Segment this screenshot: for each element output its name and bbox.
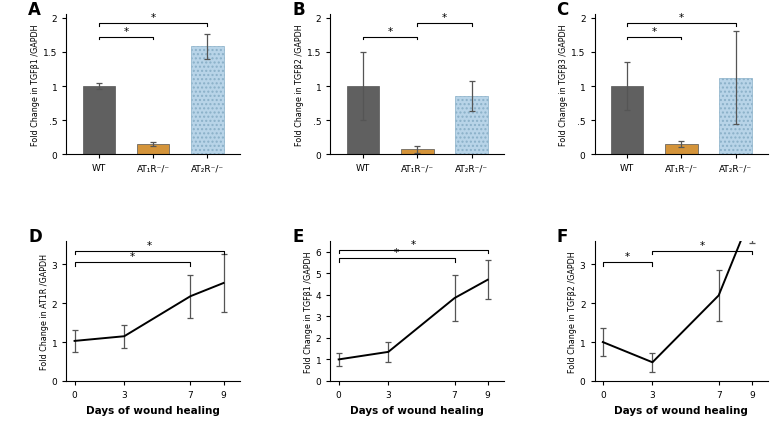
Text: E: E xyxy=(292,227,303,245)
Bar xyxy=(665,145,697,155)
Bar xyxy=(611,87,644,155)
Text: *: * xyxy=(410,239,416,249)
Text: *: * xyxy=(388,27,392,37)
Bar xyxy=(719,79,752,155)
Y-axis label: Fold Change in TGFβ1 /GAPDH: Fold Change in TGFβ1 /GAPDH xyxy=(304,251,313,372)
Bar xyxy=(83,87,115,155)
Text: *: * xyxy=(123,27,129,37)
X-axis label: Days of wound healing: Days of wound healing xyxy=(87,405,220,414)
Text: *: * xyxy=(130,252,135,262)
Text: *: * xyxy=(394,247,399,258)
Bar xyxy=(401,150,434,155)
X-axis label: Days of wound healing: Days of wound healing xyxy=(615,405,748,414)
Text: *: * xyxy=(700,240,704,250)
Text: B: B xyxy=(292,1,305,19)
Text: *: * xyxy=(679,14,684,23)
Y-axis label: Fold Change in AT1R /GAPDH: Fold Change in AT1R /GAPDH xyxy=(40,254,48,369)
Bar xyxy=(456,97,488,155)
Text: A: A xyxy=(28,1,41,19)
Y-axis label: Fold Change in TGFβ2 /GAPDH: Fold Change in TGFβ2 /GAPDH xyxy=(568,251,577,372)
Y-axis label: Fold Change in TGFβ1 /GAPDH: Fold Change in TGFβ1 /GAPDH xyxy=(31,25,40,146)
Bar xyxy=(346,87,379,155)
Bar xyxy=(137,145,169,155)
Text: *: * xyxy=(147,240,151,250)
Text: *: * xyxy=(652,27,657,37)
Text: C: C xyxy=(556,1,569,19)
Y-axis label: Fold Change in TGFβ3 /GAPDH: Fold Change in TGFβ3 /GAPDH xyxy=(559,25,569,146)
Text: D: D xyxy=(28,227,42,245)
Text: *: * xyxy=(442,14,447,23)
Text: *: * xyxy=(625,252,630,262)
X-axis label: Days of wound healing: Days of wound healing xyxy=(350,405,484,414)
Text: F: F xyxy=(556,227,568,245)
Bar xyxy=(191,47,224,155)
Y-axis label: Fold Change in TGFβ2 /GAPDH: Fold Change in TGFβ2 /GAPDH xyxy=(296,25,304,146)
Text: *: * xyxy=(151,14,156,23)
